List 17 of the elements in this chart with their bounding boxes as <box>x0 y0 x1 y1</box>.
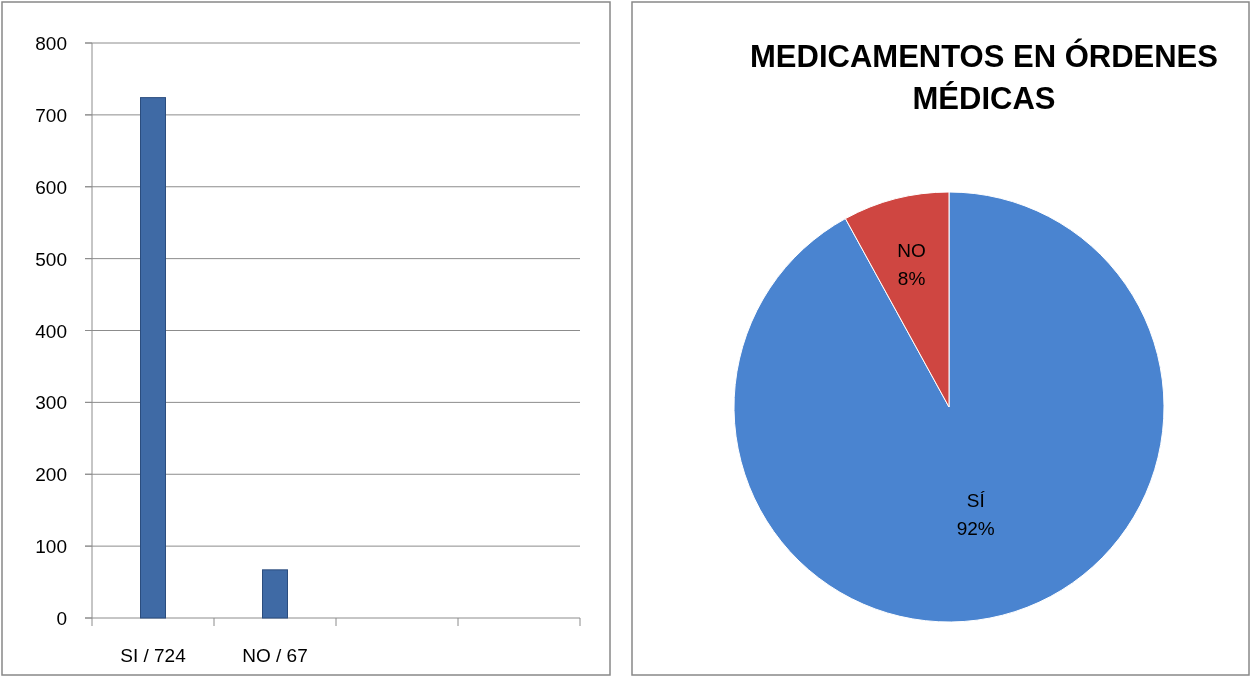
y-tick-label: 400 <box>35 320 67 342</box>
pie-slice <box>733 191 1165 623</box>
data-label: 92% <box>956 518 995 540</box>
y-tick-label: 700 <box>35 104 67 126</box>
slice-label: NO <box>897 240 926 262</box>
y-tick-label: 800 <box>35 33 67 54</box>
x-tick-label: SI / 724 <box>120 645 187 666</box>
y-tick-label: 500 <box>35 248 67 270</box>
y-tick-label: 100 <box>35 536 67 558</box>
slice-label: SÍ <box>966 490 986 512</box>
chart-title: MEDICAMENTOS EN ÓRDENES MÉDICAS <box>750 38 1218 116</box>
data-label: 8% <box>897 268 926 290</box>
y-tick-label: 300 <box>35 392 67 414</box>
y-tick-label: 0 <box>56 608 67 629</box>
x-tick-label: NO / 67 <box>242 645 308 666</box>
y-tick-label: 200 <box>35 464 67 486</box>
y-tick-label: 600 <box>35 176 67 198</box>
